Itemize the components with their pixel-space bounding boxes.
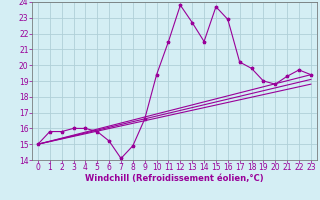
X-axis label: Windchill (Refroidissement éolien,°C): Windchill (Refroidissement éolien,°C)	[85, 174, 264, 183]
